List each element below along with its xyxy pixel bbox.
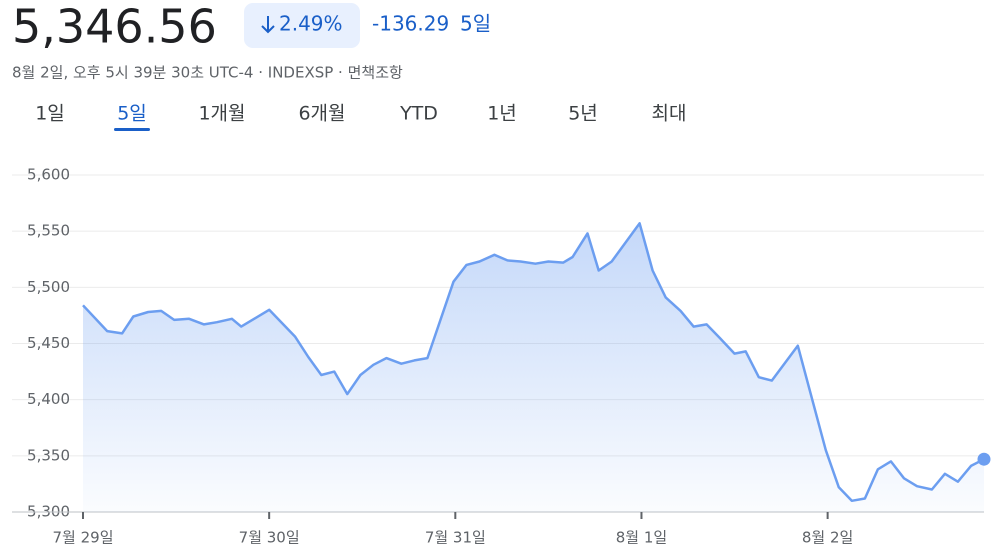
tab-underline (114, 128, 150, 131)
y-tick-label: 5,400 (27, 390, 70, 408)
price-line (82, 222, 985, 503)
range-tab[interactable]: 5일 (117, 103, 147, 125)
down-arrow-icon (261, 16, 275, 34)
y-tick-label: 5,500 (27, 278, 70, 296)
subtitle: 8월 2일, 오후 5시 39분 30초 UTC-4 · INDEXSP · 면… (12, 64, 403, 82)
range-tab[interactable]: 1개월 (198, 103, 245, 125)
y-tick-label: 5,550 (27, 222, 70, 240)
range-tab[interactable]: 1일 (35, 103, 65, 125)
range-tab[interactable]: 6개월 (298, 103, 345, 125)
change-value: -136.29 (372, 12, 449, 36)
change-pill (244, 3, 360, 48)
range-tab[interactable]: YTD (399, 103, 438, 125)
x-tick-label: 8월 1일 (616, 529, 667, 547)
period: 5일 (460, 12, 491, 36)
last-point (977, 452, 991, 466)
area-fill (83, 223, 984, 513)
range-tab[interactable]: 최대 (652, 103, 687, 125)
range-tab[interactable]: 1년 (487, 103, 517, 125)
x-tick-label: 7월 31일 (425, 529, 486, 547)
y-tick-label: 5,600 (27, 166, 70, 184)
range-tabs: 1일 5일 1개월 6개월 YTD 1년 5년 최대 (35, 103, 687, 131)
y-tick-label: 5,450 (27, 334, 70, 352)
y-tick-label: 5,350 (27, 446, 70, 464)
x-tick-label: 7월 29일 (53, 529, 114, 547)
x-tick-label: 8월 2일 (802, 529, 853, 547)
price: 5,346.56 (12, 0, 217, 54)
range-tab[interactable]: 5년 (568, 103, 598, 125)
x-tick-label: 7월 30일 (239, 529, 300, 547)
change-percent: 2.49% (279, 12, 343, 36)
